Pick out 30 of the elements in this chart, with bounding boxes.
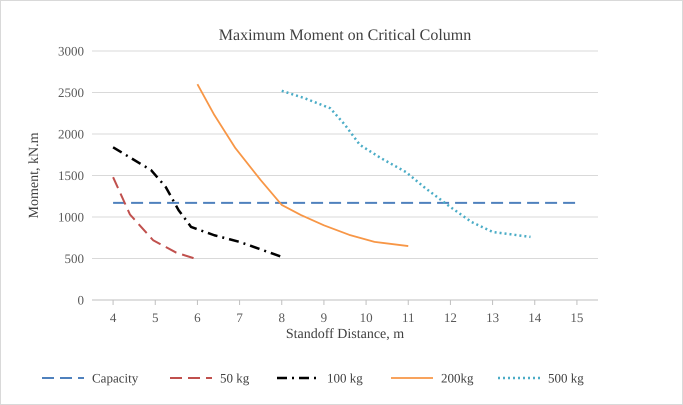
x-tick-label: 5 xyxy=(152,310,158,325)
legend-label: 100 kg xyxy=(327,370,364,386)
y-tick-label: 3000 xyxy=(58,44,84,59)
line-series xyxy=(112,146,283,258)
legend-label: 500 kg xyxy=(548,370,584,386)
y-tick-label: 2500 xyxy=(58,85,84,100)
line-series xyxy=(280,90,532,238)
legend-label: 50 kg xyxy=(220,370,250,386)
y-tick-label: 500 xyxy=(64,251,84,266)
x-tick-label: 6 xyxy=(194,310,202,325)
y-tick-label: 1000 xyxy=(58,210,84,225)
x-tick-label: 9 xyxy=(320,310,328,325)
y-axis-title: Moment, kN.m xyxy=(27,132,42,218)
y-tick-label: 2000 xyxy=(58,126,84,142)
x-tick-label: 7 xyxy=(236,310,244,325)
x-tick-label: 12 xyxy=(444,310,457,325)
x-tick-label: 14 xyxy=(528,310,542,325)
x-tick-label: 13 xyxy=(486,310,500,325)
x-tick-label: 4 xyxy=(110,310,117,325)
y-tick-label: 1500 xyxy=(58,168,84,184)
legend-label: 200kg xyxy=(441,370,474,386)
chart-title: Maximum Moment on Critical Column xyxy=(218,27,472,44)
x-tick-label: 8 xyxy=(278,310,285,325)
line-series xyxy=(196,83,410,247)
x-tick-label: 10 xyxy=(360,310,373,325)
x-tick-label: 11 xyxy=(402,310,415,325)
x-tick-label: 15 xyxy=(570,310,584,325)
y-tick-label: 0 xyxy=(78,292,84,308)
legend-label: Capacity xyxy=(92,370,139,386)
x-axis-title: Standoff Distance, m xyxy=(286,327,404,342)
